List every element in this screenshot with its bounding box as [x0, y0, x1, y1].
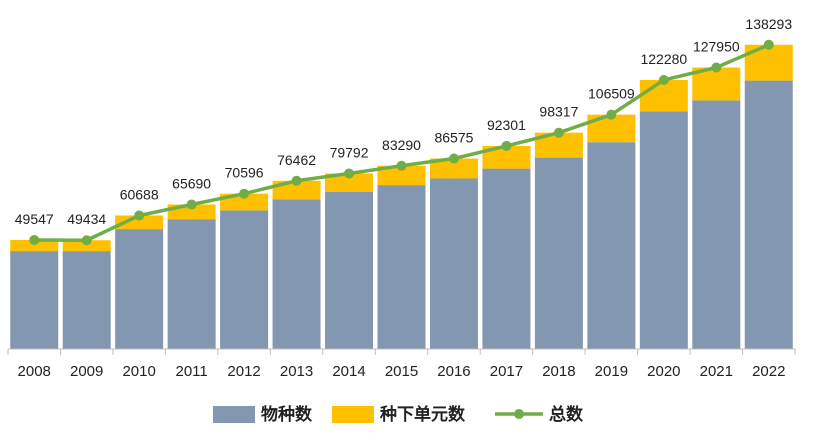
bar-species-2010 — [115, 229, 164, 349]
bar-infraspecific-2015 — [377, 165, 426, 186]
x-tick-label-2018: 2018 — [542, 363, 575, 380]
total-point-2009 — [81, 235, 92, 246]
bar-infraspecific-2020 — [639, 79, 688, 112]
x-tick-label-2022: 2022 — [752, 363, 785, 380]
total-line-layer — [29, 39, 774, 246]
data-label-2021: 127950 — [693, 39, 740, 55]
legend-marker-total — [514, 409, 524, 419]
x-tick-label-2021: 2021 — [700, 363, 733, 380]
data-label-2017: 92301 — [487, 117, 526, 133]
x-tick-label-2014: 2014 — [332, 363, 365, 380]
data-label-2012: 70596 — [225, 165, 264, 181]
x-tick-label-2017: 2017 — [490, 363, 523, 380]
total-point-2011 — [186, 199, 197, 210]
x-tick-label-2015: 2015 — [385, 363, 418, 380]
total-point-2013 — [291, 175, 302, 186]
total-point-2012 — [239, 188, 250, 199]
bar-infraspecific-2010 — [115, 215, 164, 230]
data-label-2019: 106509 — [588, 86, 635, 102]
legend: 物种数 种下单元数 总数 — [213, 404, 584, 425]
total-point-2014 — [344, 168, 355, 179]
bar-infraspecific-2014 — [325, 173, 374, 192]
x-tick-label-2010: 2010 — [122, 363, 155, 380]
bar-species-2012 — [220, 210, 269, 349]
bar-species-2009 — [62, 251, 111, 349]
bar-infraspecific-2016 — [429, 158, 478, 179]
total-point-2015 — [396, 160, 407, 171]
bar-species-2015 — [377, 185, 426, 349]
x-tick-label-2019: 2019 — [595, 363, 628, 380]
legend-swatch-species — [213, 406, 255, 423]
bar-species-2016 — [429, 178, 478, 349]
bar-species-2020 — [639, 111, 688, 350]
bar-species-2022 — [744, 80, 793, 349]
legend-swatch-infraspecific — [332, 406, 374, 423]
data-label-2013: 76462 — [277, 152, 316, 168]
data-label-2011: 65690 — [172, 175, 211, 191]
total-point-2016 — [448, 153, 459, 164]
data-label-2018: 98317 — [539, 104, 578, 120]
data-labels-layer: 49547 49434 60688 65690 70596 76462 79792 83290… — [15, 16, 793, 227]
total-point-2008 — [29, 234, 40, 245]
bar-species-2018 — [534, 157, 583, 349]
legend-label-total: 总数 — [549, 404, 584, 425]
x-axis: 2008 2009 2010 2011 2012 2013 2014 2015 2016 2017… — [7, 348, 796, 380]
bar-species-2008 — [10, 251, 59, 349]
x-tick-label-2013: 2013 — [280, 363, 313, 380]
bar-infraspecific-2017 — [482, 145, 531, 169]
total-point-2010 — [134, 210, 145, 221]
data-label-2022: 138293 — [745, 16, 792, 32]
bar-infraspecific-2009 — [62, 240, 111, 252]
data-label-2008: 49547 — [15, 211, 54, 227]
data-label-2020: 122280 — [640, 51, 687, 67]
x-tick-label-2020: 2020 — [647, 363, 680, 380]
x-tick-label-2016: 2016 — [437, 363, 470, 380]
total-point-2021 — [711, 62, 722, 73]
bar-infraspecific-2008 — [10, 239, 59, 252]
x-tick-label-2012: 2012 — [227, 363, 260, 380]
total-point-2017 — [501, 140, 512, 151]
bar-species-2021 — [692, 100, 741, 350]
bar-species-2014 — [325, 191, 374, 349]
data-label-2009: 49434 — [67, 211, 106, 227]
bars-layer — [10, 44, 793, 350]
total-point-2020 — [658, 74, 669, 85]
bar-species-2019 — [587, 142, 636, 349]
x-tick-label-2008: 2008 — [18, 363, 51, 380]
data-label-2014: 79792 — [330, 144, 369, 160]
total-point-2019 — [606, 109, 617, 120]
x-tick-label-2009: 2009 — [70, 363, 103, 380]
total-point-2018 — [553, 127, 564, 138]
bar-species-2011 — [167, 219, 216, 349]
legend-label-infraspecific: 种下单元数 — [379, 404, 466, 425]
x-tick-label-2011: 2011 — [176, 363, 208, 380]
data-label-2010: 60688 — [120, 186, 159, 202]
bar-infraspecific-2022 — [744, 44, 793, 81]
bar-species-2017 — [482, 168, 531, 349]
total-point-2022 — [763, 39, 774, 50]
legend-label-species: 物种数 — [261, 404, 313, 425]
data-label-2016: 86575 — [434, 130, 473, 146]
data-label-2015: 83290 — [382, 137, 421, 153]
bar-species-2013 — [272, 199, 321, 349]
